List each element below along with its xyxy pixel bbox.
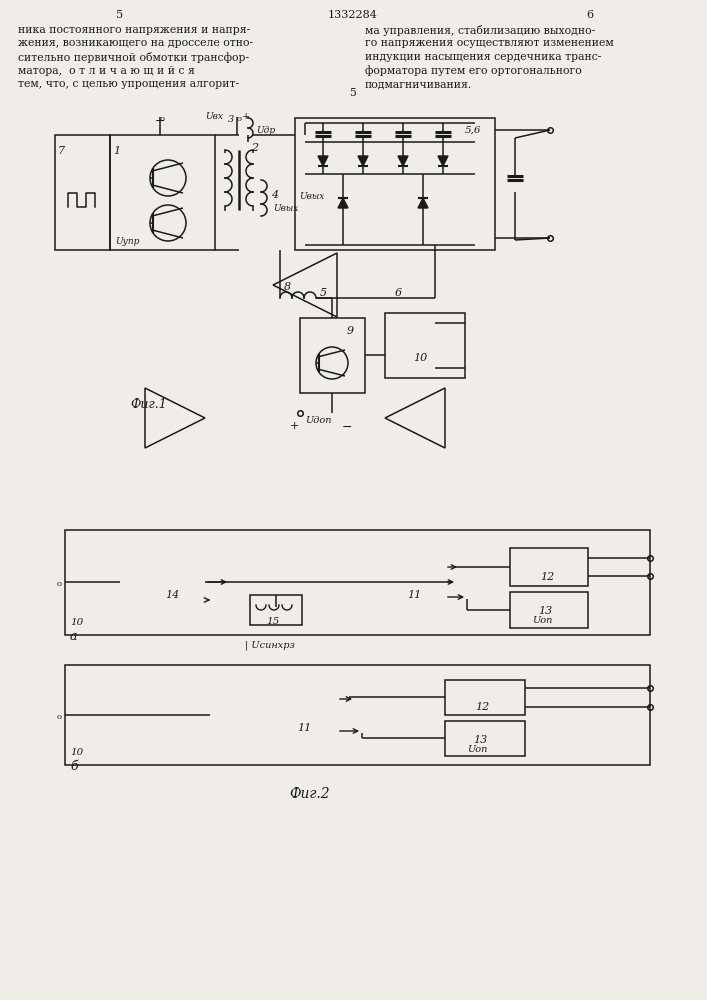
- Text: Uупр: Uупр: [115, 237, 139, 246]
- Polygon shape: [338, 198, 348, 208]
- Text: Uдоп: Uдоп: [305, 416, 332, 425]
- Text: Фиг.1: Фиг.1: [130, 398, 167, 411]
- Text: o: o: [57, 580, 62, 588]
- Text: o: o: [237, 115, 242, 123]
- Text: Uвых: Uвых: [273, 204, 298, 213]
- Text: Uоп: Uоп: [532, 616, 552, 625]
- Text: 1332284: 1332284: [328, 10, 378, 20]
- Text: 2: 2: [251, 143, 258, 153]
- Text: 8: 8: [284, 282, 291, 292]
- Bar: [300, 318, 365, 393]
- Text: ма управления, стабилизацию выходно-: ма управления, стабилизацию выходно-: [365, 25, 595, 36]
- Text: o: o: [160, 115, 165, 123]
- Bar: [445, 680, 525, 715]
- Text: форматора путем его ортогонального: форматора путем его ортогонального: [365, 66, 582, 76]
- Bar: [445, 721, 525, 756]
- Bar: [110, 135, 215, 250]
- Text: 7: 7: [58, 146, 65, 156]
- Bar: [65, 665, 650, 765]
- Polygon shape: [418, 198, 428, 208]
- Text: 6: 6: [395, 288, 402, 298]
- Text: 5: 5: [117, 10, 124, 20]
- Text: 4: 4: [271, 190, 278, 200]
- Text: +: +: [242, 112, 250, 121]
- Polygon shape: [438, 156, 448, 166]
- Bar: [250, 595, 302, 625]
- Text: Uвх: Uвх: [205, 112, 223, 121]
- Text: Uвых: Uвых: [299, 192, 325, 201]
- Text: 5,6: 5,6: [465, 126, 481, 135]
- Text: жения, возникающего на дросселе отно-: жения, возникающего на дросселе отно-: [18, 38, 253, 48]
- Text: ника постоянного напряжения и напря-: ника постоянного напряжения и напря-: [18, 25, 250, 35]
- Text: 13: 13: [538, 606, 552, 616]
- Text: 13: 13: [473, 735, 487, 745]
- Text: подмагничивания.: подмагничивания.: [365, 79, 472, 89]
- Bar: [385, 313, 465, 378]
- Text: 1: 1: [113, 146, 120, 156]
- Text: Uдр: Uдр: [256, 126, 275, 135]
- Text: 12: 12: [475, 702, 489, 712]
- Text: 12: 12: [540, 572, 554, 582]
- Text: 10: 10: [413, 353, 427, 363]
- Text: 10: 10: [70, 618, 83, 627]
- Text: −: −: [342, 421, 353, 434]
- Bar: [510, 548, 588, 586]
- Text: 11: 11: [407, 590, 421, 600]
- Text: 15: 15: [266, 617, 279, 626]
- Text: индукции насыщения сердечника транс-: индукции насыщения сердечника транс-: [365, 52, 602, 62]
- Bar: [510, 592, 588, 628]
- Text: 6: 6: [586, 10, 594, 20]
- Text: 14: 14: [165, 590, 180, 600]
- Bar: [55, 135, 110, 250]
- Text: а: а: [70, 630, 78, 643]
- Text: Фиг.2: Фиг.2: [290, 787, 330, 801]
- Text: сительно первичной обмотки трансфор-: сительно первичной обмотки трансфор-: [18, 52, 249, 63]
- Text: 5: 5: [320, 288, 327, 298]
- Bar: [295, 118, 495, 250]
- Text: | Uсинхрз: | Uсинхрз: [245, 640, 295, 650]
- Text: 9: 9: [347, 326, 354, 336]
- Text: матора,  о т л и ч а ю щ и й с я: матора, о т л и ч а ю щ и й с я: [18, 66, 195, 76]
- Text: 10: 10: [70, 748, 83, 757]
- Polygon shape: [318, 156, 328, 166]
- Text: 11: 11: [297, 723, 311, 733]
- Text: го напряжения осуществляют изменением: го напряжения осуществляют изменением: [365, 38, 614, 48]
- Text: −: −: [155, 115, 165, 128]
- Text: 3: 3: [228, 115, 234, 124]
- Text: o: o: [57, 713, 62, 721]
- Polygon shape: [358, 156, 368, 166]
- Bar: [65, 530, 650, 635]
- Text: 5: 5: [349, 88, 356, 98]
- Text: б: б: [70, 760, 78, 773]
- Text: тем, что, с целью упрощения алгорит-: тем, что, с целью упрощения алгорит-: [18, 79, 239, 89]
- Text: Uоп: Uоп: [467, 745, 487, 754]
- Polygon shape: [398, 156, 408, 166]
- Text: +: +: [290, 421, 299, 431]
